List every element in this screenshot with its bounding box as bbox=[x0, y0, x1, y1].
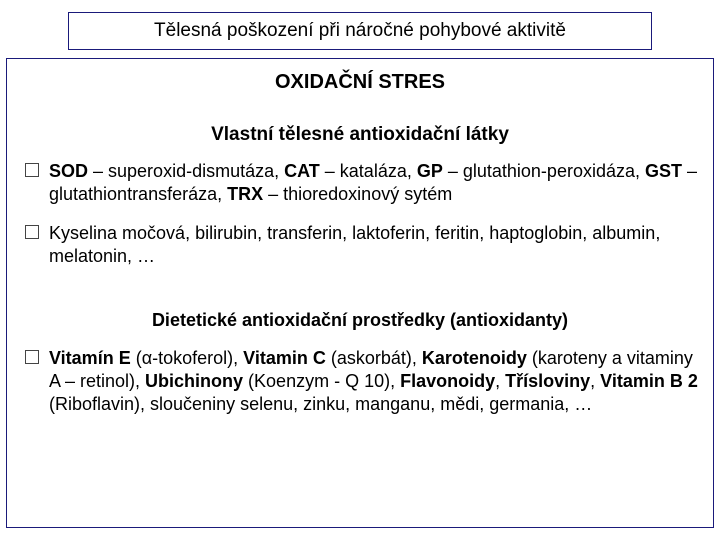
subtitle-own-antioxidants: Vlastní tělesné antioxidační látky bbox=[21, 124, 699, 146]
square-bullet-icon bbox=[25, 225, 39, 239]
bullet-text: SOD – superoxid-dismutáza, CAT – kataláz… bbox=[49, 160, 699, 206]
list-item: Vitamín E (α-tokoferol), Vitamin C (asko… bbox=[21, 347, 699, 416]
list-item: Kyselina močová, bilirubin, transferin, … bbox=[21, 222, 699, 268]
bullet-text: Kyselina močová, bilirubin, transferin, … bbox=[49, 222, 699, 268]
main-content-box: OXIDAČNÍ STRES Vlastní tělesné antioxida… bbox=[6, 58, 714, 528]
square-bullet-icon bbox=[25, 350, 39, 364]
page-title: Tělesná poškození při náročné pohybové a… bbox=[154, 20, 566, 42]
title-box: Tělesná poškození při náročné pohybové a… bbox=[68, 12, 652, 50]
list-item: SOD – superoxid-dismutáza, CAT – kataláz… bbox=[21, 160, 699, 206]
section-title: OXIDAČNÍ STRES bbox=[21, 71, 699, 94]
bullet-text: Vitamín E (α-tokoferol), Vitamin C (asko… bbox=[49, 347, 699, 416]
square-bullet-icon bbox=[25, 163, 39, 177]
subtitle-dietary-antioxidants: Dietetické antioxidační prostředky (anti… bbox=[21, 310, 699, 331]
